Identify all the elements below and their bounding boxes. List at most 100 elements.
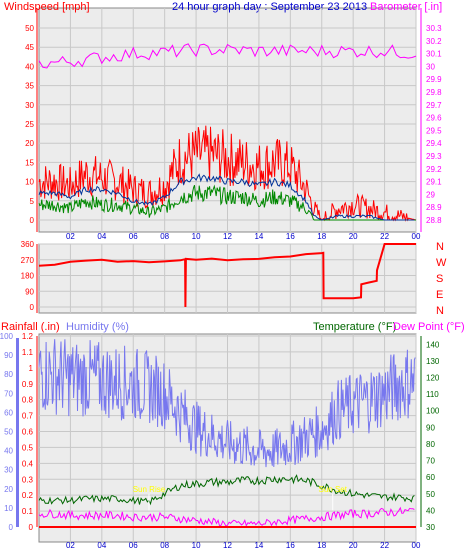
sun-marker-label: Sun Rise (133, 485, 166, 494)
rainfall-y-tick-label: 0.3 (22, 475, 34, 484)
baro-y-tick-label: 29.3 (426, 152, 442, 161)
baro-y-tick-label: 29.2 (426, 165, 442, 174)
temperature-y-tick-label: 70 (426, 457, 435, 466)
direction-y-tick-label: 270 (21, 256, 35, 265)
temperature-axis-title: Temperature (°F) (313, 321, 396, 333)
wind-y-tick-label: 15 (25, 158, 34, 167)
baro-y-tick-label: 29.9 (426, 75, 442, 84)
wind-x-tick-label: 20 (349, 232, 358, 241)
baro-y-tick-label: 29.8 (426, 88, 442, 97)
wind-x-tick-label: 16 (286, 232, 295, 241)
humidity-y-tick-label: 90 (4, 351, 13, 360)
compass-label: N (436, 241, 444, 253)
rainfall-y-tick-label: 0.5 (22, 443, 34, 452)
wind-y-tick-label: 20 (25, 139, 34, 148)
rainfall-y-tick-label: 0.4 (22, 459, 34, 468)
humidity-axis-bar (16, 338, 19, 527)
direction-y-tick-label: 360 (21, 240, 35, 249)
wind-y-tick-label: 10 (25, 178, 34, 187)
wind-x-tick-label: 06 (129, 232, 138, 241)
rain-x-tick-label: 06 (129, 541, 138, 550)
humidity-y-tick-label: 70 (4, 389, 13, 398)
baro-y-tick-label: 30.3 (426, 24, 442, 33)
baro-y-tick-label: 29.7 (426, 101, 442, 110)
humidity-y-tick-label: 60 (4, 408, 13, 417)
rain-x-tick-label: 12 (223, 541, 232, 550)
compass-label: S (436, 273, 443, 285)
wind-y-tick-label: 45 (25, 43, 34, 52)
wind-x-tick-label: 04 (97, 232, 106, 241)
temperature-y-tick-label: 90 (426, 423, 435, 432)
compass-label: W (436, 257, 447, 269)
wind-y-tick-label: 50 (25, 24, 34, 33)
wind-x-tick-label: 14 (254, 232, 263, 241)
graph-date-title: 24 hour graph day : September 23 2013 (172, 1, 367, 13)
rain-x-tick-label: 14 (254, 541, 263, 550)
temperature-y-tick-label: 40 (426, 506, 435, 515)
dewpoint-line (38, 506, 415, 527)
rainfall-y-tick-label: 0.1 (22, 507, 34, 516)
humidity-y-tick-label: 20 (4, 485, 13, 494)
baro-y-tick-label: 29.1 (426, 178, 442, 187)
wind-x-tick-label: 12 (223, 232, 232, 241)
rainfall-y-tick-label: 0 (29, 523, 34, 532)
rain-x-tick-label: 22 (380, 541, 389, 550)
rainfall-axis-title: Rainfall (.in) (1, 321, 60, 333)
barometer-line (38, 43, 417, 69)
humidity-y-tick-label: 100 (0, 332, 14, 341)
wind-direction-line (38, 243, 416, 308)
rainfall-y-tick-label: 1.2 (22, 332, 34, 341)
rainfall-y-tick-label: 0.9 (22, 380, 34, 389)
baro-y-tick-label: 30.1 (426, 50, 442, 59)
compass-label: E (436, 289, 443, 301)
rain-x-tick-label: 04 (97, 541, 106, 550)
sun-marker-label: Sun Set (319, 485, 348, 494)
rain-x-tick-label: 00 (412, 541, 421, 550)
baro-y-tick-label: 29 (426, 190, 435, 199)
wind-x-tick-label: 08 (160, 232, 169, 241)
temperature-y-tick-label: 100 (426, 407, 440, 416)
wind-x-tick-label: 22 (380, 232, 389, 241)
temperature-y-tick-label: 50 (426, 490, 435, 499)
wind-x-tick-label: 10 (192, 232, 201, 241)
humidity-y-tick-label: 50 (4, 428, 13, 437)
rain-x-tick-label: 10 (192, 541, 201, 550)
rainfall-y-tick-label: 0.7 (22, 412, 34, 421)
baro-y-tick-label: 29.5 (426, 126, 442, 135)
baro-y-tick-label: 29.4 (426, 139, 442, 148)
humidity-y-tick-label: 80 (4, 370, 13, 379)
wind-low-line (38, 184, 416, 221)
baro-y-tick-label: 29.6 (426, 114, 442, 123)
wind-average-line (38, 173, 415, 221)
temperature-y-tick-label: 60 (426, 473, 435, 482)
baro-y-tick-label: 28.8 (426, 216, 442, 225)
rainfall-y-tick-label: 1 (29, 364, 34, 373)
wind-x-tick-label: 02 (66, 232, 75, 241)
baro-y-tick-label: 30 (426, 62, 435, 71)
humidity-y-tick-label: 0 (9, 523, 14, 532)
direction-y-tick-label: 180 (21, 272, 35, 281)
temperature-y-tick-label: 110 (426, 390, 439, 399)
rainfall-y-tick-label: 0.2 (22, 491, 34, 500)
wind-x-tick-label: 00 (412, 232, 421, 241)
direction-y-tick-label: 90 (25, 287, 34, 296)
wind-y-tick-label: 30 (25, 101, 34, 110)
temperature-y-tick-label: 30 (426, 523, 435, 532)
rain-x-tick-label: 08 (160, 541, 169, 550)
humidity-y-tick-label: 30 (4, 466, 13, 475)
rainfall-y-tick-label: 0.8 (22, 396, 34, 405)
humidity-y-tick-label: 40 (4, 447, 13, 456)
wind-x-tick-label: 18 (317, 232, 326, 241)
wind-y-tick-label: 35 (25, 82, 34, 91)
wind-y-tick-label: 25 (25, 120, 34, 129)
rain-x-tick-label: 02 (66, 541, 75, 550)
wind-y-tick-label: 0 (30, 216, 35, 225)
humidity-axis-title: Humidity (%) (66, 321, 129, 333)
rain-x-tick-label: 16 (286, 541, 295, 550)
humidity-line (38, 339, 416, 468)
rain-x-tick-label: 18 (317, 541, 326, 550)
windspeed-axis-title: Windspeed [mph] (4, 1, 90, 13)
barometer-axis-title: Barometer [.in] (370, 1, 442, 13)
temperature-y-tick-label: 120 (426, 374, 440, 383)
